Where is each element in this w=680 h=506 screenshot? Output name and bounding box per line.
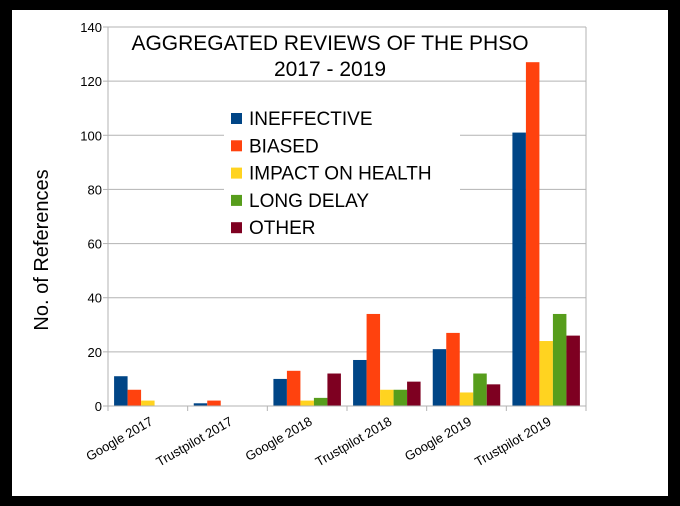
bars	[114, 62, 580, 406]
legend-swatch	[231, 113, 242, 124]
y-tick-label: 80	[88, 182, 102, 197]
bar	[512, 132, 526, 406]
legend: INEFFECTIVE BIASED IMPACT ON HEALTH LONG DE…	[224, 102, 460, 240]
y-tick-labels: 0 20 40 60 80 100 120 140	[80, 20, 102, 414]
legend-swatch	[231, 167, 242, 179]
axes	[107, 27, 587, 411]
legend-background	[224, 102, 460, 240]
bar	[114, 376, 128, 406]
y-tick-label: 140	[80, 20, 102, 35]
bar	[273, 378, 287, 406]
bar	[459, 392, 474, 406]
bar	[141, 400, 155, 406]
bar	[353, 359, 367, 406]
legend-swatch	[231, 194, 242, 206]
bar	[446, 332, 460, 406]
bar	[313, 397, 328, 406]
bar	[552, 313, 567, 406]
legend-entry: OTHER	[249, 218, 316, 239]
y-tick-label: 100	[80, 128, 102, 143]
bar	[393, 389, 408, 406]
bar	[286, 370, 301, 406]
x-tick-label: Trustpilot 2019	[472, 414, 554, 470]
chart-subtitle: 2017 - 2019	[274, 58, 386, 81]
y-axis-label: No. of References	[31, 169, 53, 330]
x-tick-label: Trustpilot 2017	[153, 414, 235, 470]
chart-frame: 0 20 40 60 80 100 120 140 Google 2017 Trustpilot…	[12, 10, 668, 496]
bar	[300, 400, 314, 406]
legend-swatch	[231, 222, 242, 234]
bar	[207, 400, 221, 406]
bar	[525, 62, 540, 406]
y-tick-label: 40	[88, 291, 102, 306]
legend-swatch	[231, 140, 242, 152]
bar	[366, 313, 381, 406]
bar	[380, 389, 394, 406]
chart-title: AGGREGATED REVIEWS OF THE PHSO	[131, 32, 528, 55]
x-tick-label: Google 2019	[402, 414, 474, 464]
bar	[193, 403, 208, 406]
bar	[127, 389, 142, 406]
legend-entry: BIASED	[249, 136, 319, 157]
x-tick-label: Trustpilot 2018	[313, 414, 395, 470]
bar	[539, 341, 553, 406]
bar	[407, 381, 421, 406]
y-tick-label: 120	[80, 74, 102, 89]
legend-entry: INEFFECTIVE	[249, 109, 373, 130]
bar	[486, 384, 501, 406]
bar	[566, 335, 580, 406]
y-tick-label: 0	[95, 399, 102, 414]
bar	[473, 373, 487, 406]
legend-entry: LONG DELAY	[249, 191, 369, 212]
bar	[327, 373, 341, 406]
bar	[432, 349, 447, 406]
x-tick-label: Google 2018	[243, 414, 315, 464]
x-tick-label: Google 2017	[83, 414, 155, 464]
legend-entry: IMPACT ON HEALTH	[249, 164, 432, 185]
y-tick-label: 20	[88, 345, 102, 360]
y-tick-label: 60	[88, 237, 102, 252]
